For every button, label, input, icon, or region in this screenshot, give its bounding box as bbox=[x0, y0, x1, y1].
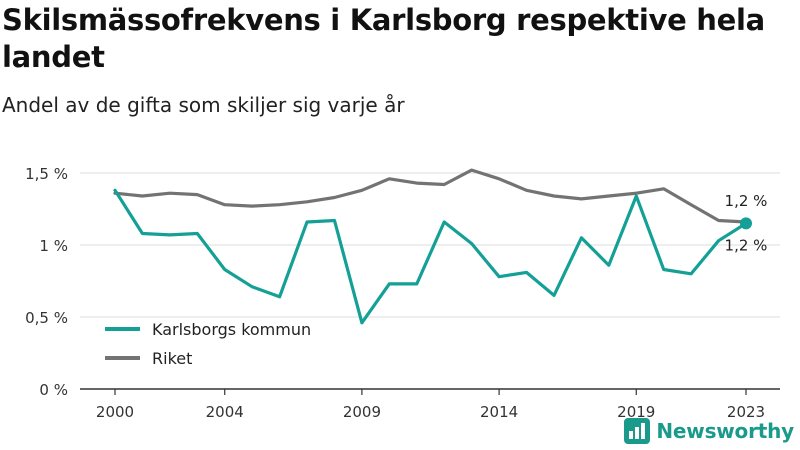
brand-name: Newsworthy bbox=[656, 419, 794, 443]
y-tick-label: 1 % bbox=[39, 237, 68, 255]
y-tick-label: 1,5 % bbox=[25, 165, 68, 183]
newsworthy-logo-icon bbox=[624, 418, 651, 444]
series-lines bbox=[113, 168, 752, 325]
legend-label: Riket bbox=[152, 349, 192, 368]
legend-label: Karlsborgs kommun bbox=[152, 320, 311, 339]
chart-title: Skilsmässofrekvens i Karlsborg respektiv… bbox=[2, 3, 765, 74]
series-line-riket bbox=[113, 168, 748, 224]
legend: Karlsborgs kommun Riket bbox=[105, 320, 311, 368]
y-tick-label: 0,5 % bbox=[25, 309, 68, 327]
grid-lines bbox=[80, 172, 780, 390]
end-label-karlsborg: 1,2 % bbox=[725, 236, 768, 254]
axis-labels: 0 % 0,5 % 1 % 1,5 % 2000 2004 2009 2014 2019 2023 bbox=[25, 165, 765, 421]
x-tick-label: 2023 bbox=[727, 403, 765, 421]
x-tick-label: 2009 bbox=[343, 403, 381, 421]
end-point-marker bbox=[740, 217, 752, 230]
series-line-karlsborg bbox=[113, 188, 748, 325]
chart-subtitle: Andel av de gifta som skiljer sig varje … bbox=[2, 93, 405, 117]
x-tick-label: 2019 bbox=[617, 403, 655, 421]
x-tick-label: 2000 bbox=[96, 403, 134, 421]
x-tick-label: 2014 bbox=[480, 403, 518, 421]
x-tick-label: 2004 bbox=[206, 403, 244, 421]
y-tick-label: 0 % bbox=[39, 381, 68, 399]
newsworthy-brand: Newsworthy bbox=[624, 418, 794, 444]
end-labels: 1,2 % 1,2 % bbox=[725, 192, 768, 254]
end-label-riket: 1,2 % bbox=[725, 192, 768, 210]
